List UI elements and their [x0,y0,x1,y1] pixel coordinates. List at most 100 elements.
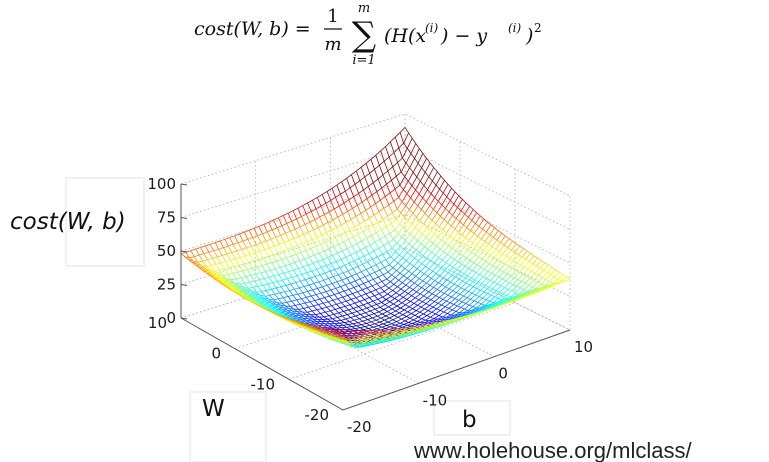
mesh-segment [413,201,419,207]
mesh-segment [482,228,487,233]
mesh-segment [434,188,440,198]
mesh-segment [299,260,304,267]
mesh-segment [234,264,240,267]
mesh-segment [477,276,484,283]
mesh-segment [336,224,342,228]
mesh-segment [364,217,370,222]
mesh-segment [214,240,221,243]
mesh-segment [423,313,428,316]
mesh-segment [394,315,399,318]
mesh-segment [524,266,529,270]
mesh-segment [447,313,452,316]
mesh-segment [311,270,316,277]
mesh-segment [242,240,247,249]
mesh-segment [450,218,457,227]
mesh-segment [269,275,275,278]
mesh-segment [263,255,269,259]
mesh-segment [489,234,494,238]
mesh-segment [397,157,403,163]
mesh-segment [283,271,289,274]
mesh-segment [469,260,474,264]
mesh-segment [358,306,363,311]
mesh-segment [301,298,306,304]
mesh-segment [304,301,310,304]
mesh-segment [286,257,291,265]
mesh-segment [393,283,398,288]
mesh-segment [268,310,273,313]
mesh-segment [375,261,382,266]
mesh-segment [398,296,404,302]
mesh-segment [290,305,296,307]
mesh-segment [269,245,275,249]
mesh-segment [380,262,385,268]
mesh-segment [314,216,320,221]
mesh-segment [352,291,358,294]
mesh-segment [312,261,319,264]
mesh-segment [398,324,404,327]
mesh-segment [335,307,341,310]
mesh-segment [418,260,423,264]
mesh-segment [341,277,347,281]
mesh-segment [456,241,461,245]
mesh-segment [295,280,301,284]
mesh-segment [344,322,349,325]
mesh-segment [323,301,329,304]
mesh-segment [334,292,340,295]
mesh-segment [280,286,285,293]
mesh-segment [461,263,466,267]
mesh-segment [383,309,388,312]
mesh-segment [355,334,361,336]
mesh-segment [426,282,431,286]
mesh-segment [262,233,267,242]
mesh-segment [325,310,331,313]
mesh-segment [290,282,296,285]
mesh-segment [371,283,378,287]
mesh-segment [524,278,531,284]
mesh-segment [532,257,538,264]
mesh-segment [381,325,387,328]
mesh-segment [359,176,365,181]
mesh-segment [280,232,286,236]
mesh-segment [306,241,312,249]
mesh-segment [297,293,302,299]
mesh-segment [432,293,436,297]
mesh-segment [414,227,419,232]
mesh-segment [253,285,259,288]
mesh-segment [324,295,330,298]
mesh-segment [373,276,379,280]
mesh-segment [279,292,284,298]
mesh-segment [450,311,457,316]
mesh-segment [193,256,199,263]
mesh-segment [339,234,344,243]
mesh-segment [475,272,480,275]
mesh-segment [363,189,368,199]
mesh-segment [338,311,344,314]
mesh-segment [418,148,424,154]
mesh-segment [471,220,476,224]
mesh-segment [452,207,458,216]
mesh-segment [478,291,485,297]
mesh-segment [456,287,462,293]
mesh-segment [404,167,410,177]
mesh-segment [298,266,304,269]
mesh-segment [243,263,248,270]
mesh-segment [365,291,371,295]
mesh-segment [363,281,369,284]
mesh-segment [465,277,472,284]
mesh-segment [428,318,435,322]
mesh-segment [447,294,452,298]
mesh-segment [284,240,290,243]
mesh-segment [276,227,281,236]
mesh-segment [224,237,230,240]
mesh-segment [292,310,298,312]
mesh-segment [316,237,321,245]
mesh-segment [361,335,366,340]
mesh-segment [347,211,352,220]
mesh-segment [361,323,367,326]
mesh-segment [517,279,522,282]
mesh-segment [282,215,288,224]
mesh-segment [396,321,401,324]
mesh-segment [239,257,245,264]
mesh-segment [464,289,469,292]
mesh-segment [438,282,443,286]
